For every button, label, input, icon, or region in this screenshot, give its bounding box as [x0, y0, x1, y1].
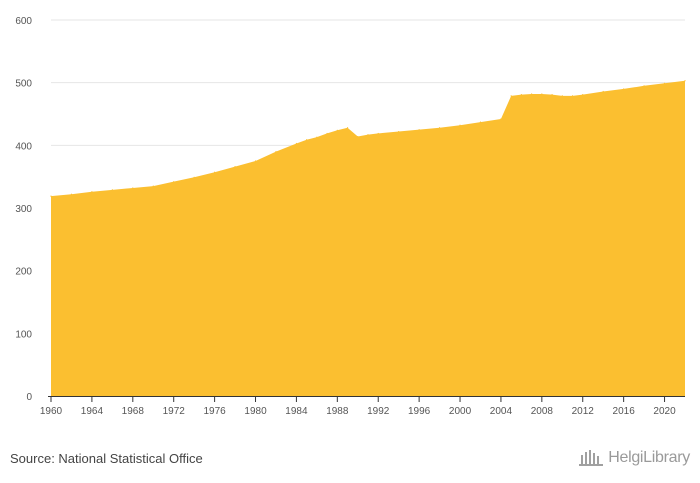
- data-point: [254, 160, 257, 162]
- y-tick-label: 0: [26, 392, 32, 403]
- area-chart: 0 100 200 300 400 500 600 1960 1964 1968 1972 1976…: [15, 16, 686, 417]
- y-tick-label: 400: [15, 141, 32, 152]
- data-point: [111, 189, 113, 191]
- library-building-icon: [579, 450, 604, 466]
- x-axis-ticks: 1960 1964 1968 1972 1976 1980 1984 1988 1992 1996…: [40, 397, 676, 417]
- data-point: [70, 193, 73, 195]
- data-point: [623, 88, 625, 90]
- data-point: [541, 93, 543, 95]
- data-point: [193, 176, 195, 178]
- y-tick-label: 600: [15, 16, 32, 27]
- y-tick-label: 300: [15, 204, 32, 215]
- data-point: [336, 129, 338, 131]
- data-point: [684, 80, 686, 82]
- data-point: [357, 135, 359, 138]
- x-tick-label: 2020: [653, 406, 676, 417]
- data-point: [398, 130, 400, 133]
- data-point: [663, 82, 666, 84]
- data-point: [275, 151, 277, 153]
- y-tick-label: 100: [15, 329, 32, 340]
- data-point: [173, 181, 175, 183]
- data-point: [459, 124, 461, 126]
- data-point: [571, 95, 574, 97]
- y-tick-label: 200: [15, 267, 32, 278]
- x-tick-label: 1968: [122, 406, 145, 417]
- data-point: [561, 95, 563, 97]
- data-point: [234, 166, 236, 168]
- x-tick-label: 1964: [81, 406, 104, 417]
- x-tick-label: 1976: [203, 406, 226, 417]
- data-point: [214, 171, 216, 173]
- data-point: [152, 185, 154, 187]
- x-tick-label: 1992: [367, 406, 390, 417]
- data-point: [479, 121, 482, 123]
- data-point: [418, 129, 420, 131]
- x-tick-label: 1960: [40, 406, 63, 417]
- x-tick-label: 1996: [408, 406, 431, 417]
- data-point: [91, 191, 93, 193]
- area-layer: [50, 80, 686, 396]
- x-tick-label: 2012: [572, 406, 595, 417]
- brand-name: HelgiLibrary: [608, 449, 690, 466]
- data-point: [531, 93, 533, 95]
- data-point: [295, 142, 298, 145]
- x-tick-label: 2000: [449, 406, 472, 417]
- x-tick-label: 1984: [285, 406, 308, 417]
- data-point: [132, 187, 134, 189]
- x-tick-label: 2016: [613, 406, 636, 417]
- data-point: [346, 127, 349, 129]
- x-tick-label: 2008: [531, 406, 554, 417]
- x-tick-label: 1988: [326, 406, 349, 417]
- data-point: [367, 134, 369, 136]
- data-point: [643, 85, 645, 87]
- x-tick-label: 1972: [163, 406, 186, 417]
- y-axis-ticks: 0 100 200 300 400 500 600: [15, 16, 32, 403]
- data-point: [602, 90, 604, 93]
- y-tick-label: 500: [15, 79, 32, 90]
- data-point: [50, 195, 52, 197]
- data-point: [510, 95, 512, 97]
- series-area: [51, 80, 685, 396]
- data-point: [551, 93, 553, 96]
- data-point: [582, 93, 584, 96]
- data-point: [326, 132, 328, 135]
- data-point: [438, 127, 441, 129]
- data-point: [377, 132, 379, 135]
- brand-logo: HelgiLibrary: [578, 449, 690, 467]
- x-tick-label: 1980: [244, 406, 267, 417]
- data-point: [520, 93, 522, 96]
- data-point: [500, 118, 502, 120]
- x-tick-label: 2004: [490, 406, 513, 417]
- data-point: [306, 139, 308, 141]
- data-point: [316, 136, 318, 138]
- source-note: Source: National Statistical Office: [10, 451, 203, 466]
